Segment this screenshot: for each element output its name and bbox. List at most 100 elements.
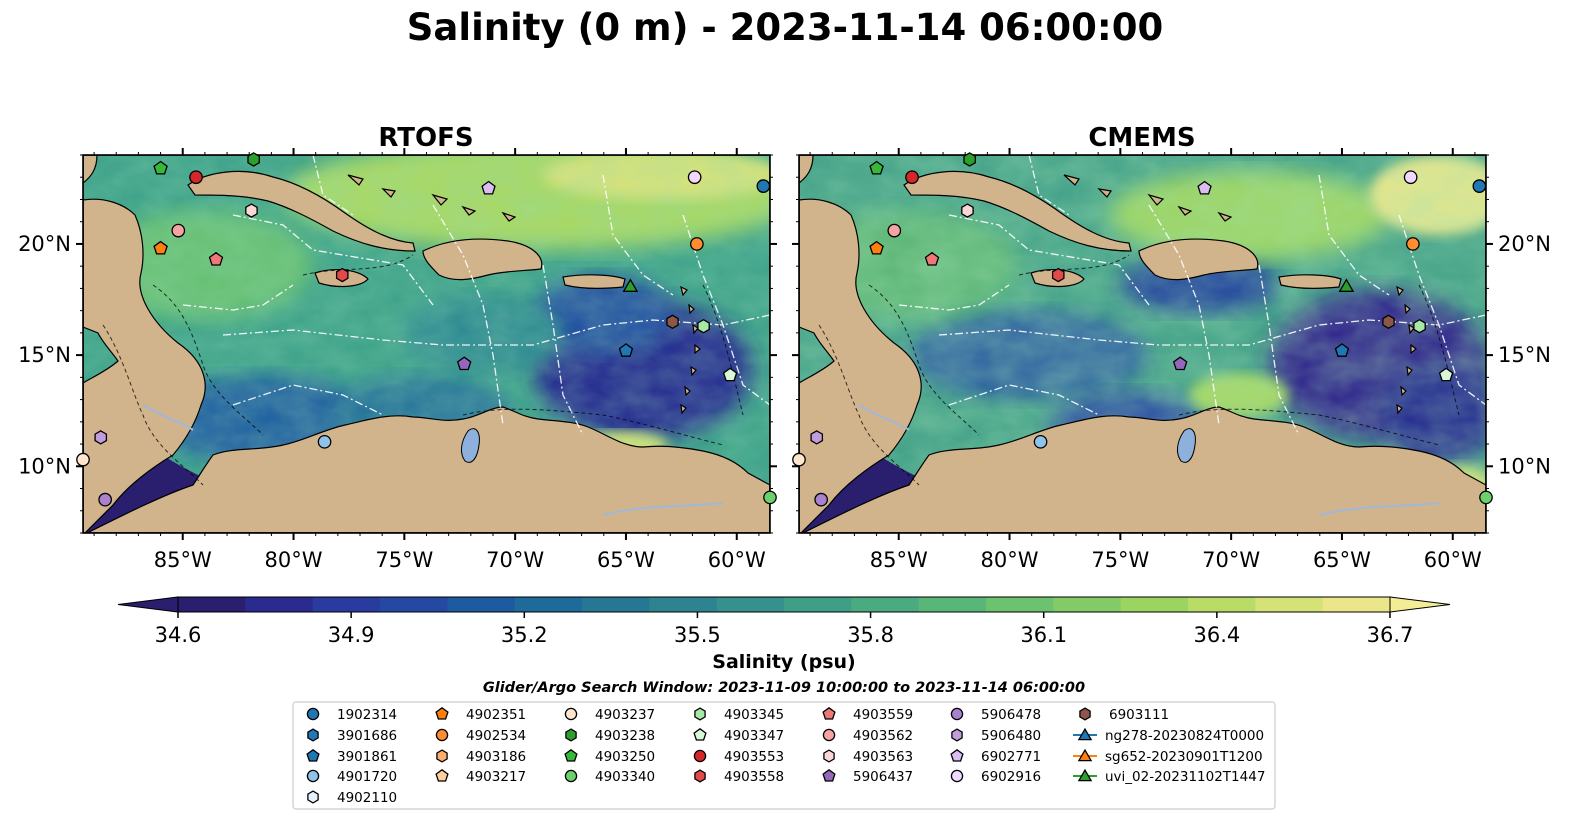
observation-marker-rtofs [171, 223, 186, 238]
lon-tick-label: 60°W [1424, 548, 1482, 572]
legend-marker [307, 790, 319, 804]
observation-marker-rtofs [687, 170, 702, 185]
observation-marker-rtofs [189, 170, 203, 185]
observation-marker-cmems [792, 452, 806, 467]
observation-marker-cmems [1406, 237, 1420, 251]
observation-marker-cmems [963, 152, 976, 167]
map-panel-cmems [799, 155, 1486, 533]
legend-label: 5906480 [981, 728, 1041, 744]
observation-marker-cmems [1197, 180, 1212, 195]
legend-label: uvi_02-20231102T1447 [1105, 769, 1265, 785]
legend-label: 3901861 [337, 749, 397, 765]
legend-label: 3901686 [337, 728, 397, 744]
legend-marker [436, 749, 448, 763]
observation-marker-rtofs [317, 434, 332, 449]
colorbar-segment [918, 597, 987, 612]
colorbar-segment [245, 597, 314, 612]
legend-label: 4903558 [724, 769, 784, 785]
legend-box [292, 701, 1276, 810]
legend-marker [565, 728, 577, 742]
legend-label: 5906478 [981, 707, 1041, 723]
observation-marker-rtofs [697, 318, 710, 334]
colorbar-tick-label: 35.2 [501, 623, 548, 647]
observation-marker-rtofs [245, 203, 258, 218]
observation-marker-rtofs [722, 367, 738, 382]
observation-marker-cmems [1051, 267, 1065, 283]
colorbar-segment [716, 597, 785, 612]
lon-tick-label: 75°W [375, 548, 433, 572]
colorbar-segment [1053, 597, 1122, 612]
legend-marker [950, 748, 964, 762]
legend-marker [693, 749, 707, 763]
lon-tick-label: 60°W [708, 548, 766, 572]
legend-marker [1077, 748, 1093, 762]
legend-marker [823, 749, 835, 763]
observation-marker-cmems [1033, 434, 1048, 449]
observation-marker-cmems [1413, 318, 1426, 334]
observation-marker-cmems [869, 160, 884, 175]
legend-marker [435, 768, 449, 782]
lon-tick-label: 85°W [154, 548, 212, 572]
legend-label: 6902771 [981, 749, 1041, 765]
colorbar-label: Salinity (psu) [712, 651, 855, 673]
legend-label: 4903186 [466, 749, 526, 765]
colorbar-segment [1188, 597, 1256, 612]
observation-marker-rtofs [153, 160, 168, 175]
colorbar-segment [784, 597, 852, 612]
colorbar-segment [1120, 597, 1189, 612]
lon-tick-label: 65°W [597, 548, 655, 572]
observation-marker-rtofs [666, 314, 679, 330]
observation-marker-cmems [924, 251, 940, 266]
panel-title-cmems: CMEMS [1088, 123, 1195, 153]
legend-label: 4903563 [853, 749, 913, 765]
observation-marker-cmems [1438, 367, 1454, 382]
observation-marker-rtofs [756, 179, 771, 193]
legend-label: 4901720 [337, 769, 397, 785]
legend-marker [307, 728, 319, 742]
observation-marker-rtofs [208, 251, 224, 266]
legend-marker [693, 727, 707, 741]
legend-marker [564, 748, 578, 762]
colorbar-tick-label: 35.8 [847, 623, 894, 647]
observation-marker-cmems [1382, 314, 1395, 330]
legend-label: 6902916 [981, 769, 1041, 785]
colorbar-extend-min [117, 596, 179, 613]
legend-label: 4903238 [595, 728, 655, 744]
legend-label: 1902314 [337, 707, 397, 723]
observation-marker-cmems [1479, 490, 1493, 505]
legend-label: 4902110 [337, 790, 397, 806]
observation-marker-rtofs [622, 278, 639, 292]
legend-marker [435, 706, 449, 720]
legend-label: 4903347 [724, 728, 784, 744]
observation-marker-cmems [1172, 356, 1188, 371]
colorbar-segment [649, 597, 718, 612]
colorbar-segment [447, 597, 516, 612]
observation-marker-cmems [814, 492, 829, 507]
legend-marker [1077, 768, 1093, 782]
colorbar-segment [514, 597, 583, 612]
legend-label: 6903111 [1109, 707, 1169, 723]
lon-tick-label: 65°W [1313, 548, 1371, 572]
legend-label: 4903559 [853, 707, 913, 723]
legend-marker [822, 768, 836, 782]
observation-marker-cmems [961, 203, 974, 218]
legend-marker [435, 728, 449, 742]
legend-label: 4903217 [466, 769, 526, 785]
legend-marker [951, 728, 963, 742]
legend-label: 4903340 [595, 769, 655, 785]
legend-label: 4903250 [595, 749, 655, 765]
observation-marker-rtofs [94, 430, 108, 445]
legend-label: 4903562 [853, 728, 913, 744]
colorbar-segment [1322, 597, 1391, 612]
legend-label: 4903553 [724, 749, 784, 765]
legend-marker [1077, 727, 1093, 741]
colorbar-segment [178, 597, 246, 612]
lat-tick-label: 15°N [1498, 343, 1551, 367]
observation-marker-rtofs [153, 240, 168, 255]
legend-label: 5906437 [853, 769, 913, 785]
observation-marker-cmems [887, 223, 902, 238]
panel-title-rtofs: RTOFS [378, 123, 473, 153]
observation-marker-rtofs [247, 152, 260, 167]
lat-tick-label: 10°N [18, 454, 71, 478]
